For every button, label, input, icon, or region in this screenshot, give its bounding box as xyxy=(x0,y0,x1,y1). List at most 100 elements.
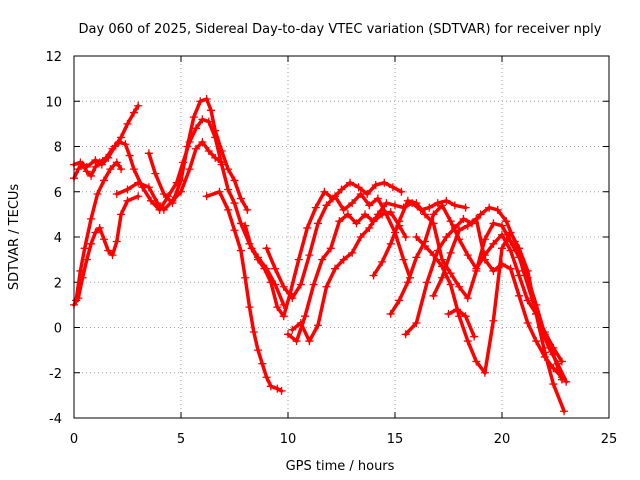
data-point xyxy=(365,201,374,210)
data-point xyxy=(277,386,286,395)
data-point xyxy=(108,251,117,260)
data-point xyxy=(557,373,566,382)
x-tick-label: 25 xyxy=(601,432,618,447)
data-point xyxy=(472,357,481,366)
data-point xyxy=(82,167,91,176)
data-point xyxy=(123,119,132,128)
data-point xyxy=(318,255,327,264)
data-point xyxy=(236,246,245,255)
data-point xyxy=(106,165,115,174)
data-point xyxy=(339,205,348,214)
data-point xyxy=(480,368,489,377)
series-arc-14 xyxy=(386,201,566,366)
data-point xyxy=(461,312,470,321)
data-point xyxy=(230,176,239,185)
data-point xyxy=(423,278,432,287)
data-point xyxy=(433,246,442,255)
data-point xyxy=(123,185,132,194)
data-point xyxy=(104,246,113,255)
data-point xyxy=(108,144,117,153)
data-point xyxy=(378,257,387,266)
data-point xyxy=(369,271,378,280)
data-point xyxy=(262,244,271,253)
x-tick-label: 0 xyxy=(70,432,78,447)
data-point xyxy=(380,178,389,187)
data-point xyxy=(93,190,102,199)
data-point xyxy=(99,176,108,185)
data-point xyxy=(76,266,85,275)
data-point xyxy=(326,244,335,253)
data-point xyxy=(549,364,558,373)
data-point xyxy=(271,264,280,273)
data-point xyxy=(87,214,96,223)
data-point xyxy=(420,242,429,251)
data-point xyxy=(230,226,239,235)
data-point xyxy=(305,337,314,346)
series-arc-3 xyxy=(70,192,143,309)
data-point xyxy=(557,357,566,366)
data-point xyxy=(129,108,138,117)
data-point xyxy=(206,106,215,115)
data-point xyxy=(254,346,263,355)
data-point xyxy=(196,97,205,106)
data-point xyxy=(91,156,100,165)
data-point xyxy=(455,226,464,235)
data-point xyxy=(382,199,391,208)
data-point xyxy=(117,133,126,142)
data-point xyxy=(498,244,506,253)
data-point xyxy=(463,251,472,260)
data-point xyxy=(348,248,357,257)
data-point xyxy=(273,384,282,393)
x-tick-label: 15 xyxy=(387,432,404,447)
data-point xyxy=(204,117,213,126)
data-point xyxy=(279,282,288,291)
data-point xyxy=(335,217,344,226)
data-point xyxy=(463,221,472,230)
data-point xyxy=(532,337,541,346)
plot-frame xyxy=(73,55,610,419)
data-point xyxy=(553,359,562,368)
data-point xyxy=(532,309,541,318)
data-point xyxy=(266,278,275,287)
data-point xyxy=(352,219,361,228)
data-point xyxy=(455,282,464,291)
data-point xyxy=(91,162,100,171)
data-point xyxy=(224,165,233,174)
y-tick-label: 8 xyxy=(54,141,62,156)
data-point xyxy=(515,291,524,300)
data-point xyxy=(412,253,421,262)
data-point xyxy=(102,153,111,162)
x-axis-title: GPS time / hours xyxy=(286,459,395,474)
data-point xyxy=(123,196,132,205)
series-line xyxy=(72,140,162,212)
data-point xyxy=(412,233,421,241)
data-point xyxy=(562,377,571,386)
data-point xyxy=(309,280,318,289)
data-point xyxy=(331,192,340,201)
data-point xyxy=(403,278,412,287)
data-point xyxy=(168,199,177,208)
data-point xyxy=(463,294,472,303)
data-point xyxy=(202,192,211,201)
data-point xyxy=(498,221,506,230)
data-point xyxy=(147,196,156,205)
data-point xyxy=(258,359,267,368)
data-point xyxy=(412,199,421,208)
data-point xyxy=(224,205,233,214)
data-point xyxy=(395,296,404,305)
data-point xyxy=(373,194,382,203)
data-point xyxy=(442,196,451,205)
data-point xyxy=(399,255,408,264)
data-point xyxy=(502,217,511,226)
data-point xyxy=(498,260,506,269)
data-point xyxy=(296,280,305,289)
data-point xyxy=(284,330,292,339)
data-point xyxy=(485,203,494,212)
data-point xyxy=(134,101,143,110)
data-point xyxy=(444,309,453,318)
data-point xyxy=(401,330,410,339)
data-point xyxy=(515,244,524,253)
y-tick-label: 12 xyxy=(45,50,62,65)
data-point xyxy=(241,273,250,282)
